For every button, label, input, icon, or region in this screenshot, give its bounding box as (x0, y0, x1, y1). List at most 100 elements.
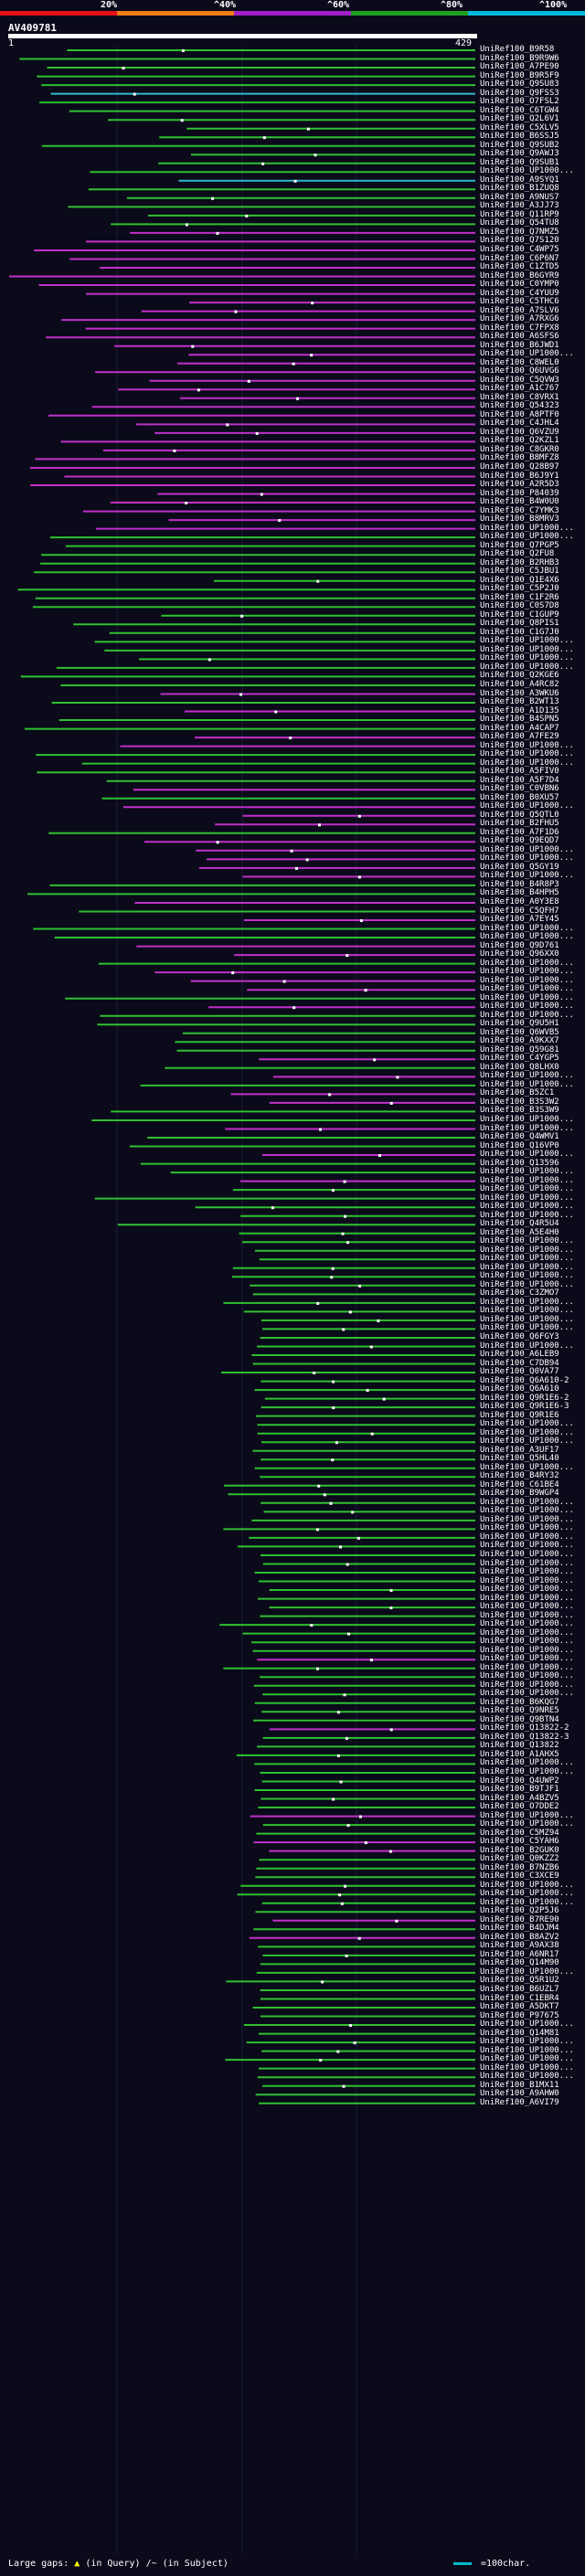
hit-label[interactable]: UniRef100_A7EY45 (480, 915, 559, 924)
hit-label[interactable]: UniRef100_B8AZV2 (480, 1932, 559, 1942)
hit-label[interactable]: UniRef100_Q2L6V1 (480, 114, 559, 124)
hit-label[interactable]: UniRef100_C8GKR0 (480, 444, 559, 454)
hit-label[interactable]: UniRef100_Q8PIS1 (480, 619, 559, 629)
hit-label[interactable]: UniRef100_C5YAH6 (480, 1837, 559, 1847)
hit-label[interactable]: UniRef100_A5DKT7 (480, 2002, 559, 2011)
hit-label[interactable]: UniRef100_B2WT13 (480, 697, 559, 706)
hit-label[interactable]: UniRef100_UP1000... (480, 1558, 574, 1568)
hit-label[interactable]: UniRef100_Q9R1E6-3 (480, 1402, 569, 1412)
hit-label[interactable]: UniRef100_Q9AWJ3 (480, 149, 559, 159)
hit-label[interactable]: UniRef100_B1ZUQ8 (480, 184, 559, 194)
hit-label[interactable]: UniRef100_Q16VP0 (480, 1140, 559, 1150)
hit-label[interactable]: UniRef100_Q6UVG6 (480, 366, 559, 376)
hit-label[interactable]: UniRef100_C0VBN6 (480, 784, 559, 794)
hit-label[interactable]: UniRef100_UP1000... (480, 932, 574, 941)
hit-label[interactable]: UniRef100_A3UF17 (480, 1445, 559, 1455)
hit-label[interactable]: UniRef100_Q13596 (480, 1158, 559, 1168)
hit-label[interactable]: UniRef100_B3S3W9 (480, 1106, 559, 1116)
hit-label[interactable]: UniRef100_UP1000... (480, 1010, 574, 1020)
hit-label[interactable]: UniRef100_UP1000... (480, 523, 574, 533)
hit-label[interactable]: UniRef100_UP1000... (480, 1115, 574, 1124)
hit-label[interactable]: UniRef100_Q2KZL1 (480, 436, 559, 446)
hit-label[interactable]: UniRef100_UP1000... (480, 166, 574, 176)
hit-label[interactable]: UniRef100_A9AHW0 (480, 2089, 559, 2099)
hit-label[interactable]: UniRef100_UP1000... (480, 2054, 574, 2064)
hit-label[interactable]: UniRef100_B1MX11 (480, 2080, 559, 2090)
hit-label[interactable]: UniRef100_UP1000... (480, 1610, 574, 1620)
hit-label[interactable]: UniRef100_UP1000... (480, 2072, 574, 2082)
hit-label[interactable]: UniRef100_Q11RP9 (480, 209, 559, 219)
hit-label[interactable]: UniRef100_B6JWD1 (480, 340, 559, 350)
hit-label[interactable]: UniRef100_A6VI79 (480, 2097, 559, 2107)
hit-label[interactable]: UniRef100_UP1000... (480, 984, 574, 994)
hit-label[interactable]: UniRef100_O7FSL2 (480, 97, 559, 107)
hit-label[interactable]: UniRef100_A7F1D6 (480, 827, 559, 837)
hit-label[interactable]: UniRef100_A6SFS6 (480, 332, 559, 342)
hit-label[interactable]: UniRef100_B5ZC1 (480, 1088, 555, 1098)
hit-label[interactable]: UniRef100_Q96XX0 (480, 949, 559, 959)
hit-label[interactable]: UniRef100_UP1000... (480, 1306, 574, 1316)
hit-label[interactable]: UniRef100_UP1000... (480, 1671, 574, 1681)
hit-label[interactable]: UniRef100_A5FIV0 (480, 767, 559, 777)
hit-label[interactable]: UniRef100_UP1000... (480, 662, 574, 672)
hit-label[interactable]: UniRef100_Q5R1U2 (480, 1976, 559, 1986)
hit-label[interactable]: UniRef100_C61BE4 (480, 1479, 559, 1489)
hit-label[interactable]: UniRef100_B4RY32 (480, 1471, 559, 1481)
hit-label[interactable]: UniRef100_UP1000... (480, 1262, 574, 1272)
hit-label[interactable]: UniRef100_Q0VA77 (480, 1367, 559, 1376)
hit-label[interactable]: UniRef100_A0Y3E8 (480, 897, 559, 906)
hit-label[interactable]: UniRef100_P97675 (480, 2010, 559, 2020)
hit-label[interactable]: UniRef100_Q9D761 (480, 940, 559, 950)
hit-label[interactable]: UniRef100_Q13822 (480, 1741, 559, 1751)
hit-label[interactable]: UniRef100_C1G7J0 (480, 627, 559, 637)
hit-label[interactable]: UniRef100_UP1000... (480, 1602, 574, 1612)
hit-label[interactable]: UniRef100_B8MRV3 (480, 514, 559, 525)
hit-label[interactable]: UniRef100_Q9R1E6-2 (480, 1393, 569, 1403)
hit-label[interactable]: UniRef100_UP1000... (480, 1541, 574, 1551)
hit-label[interactable]: UniRef100_UP1000... (480, 1271, 574, 1281)
hit-label[interactable]: UniRef100_UP1000... (480, 1071, 574, 1081)
hit-label[interactable]: UniRef100_UP1000... (480, 2019, 574, 2029)
hit-label[interactable]: UniRef100_UP1000... (480, 853, 574, 864)
hit-label[interactable]: UniRef100_UP1000... (480, 1184, 574, 1194)
hit-label[interactable]: UniRef100_C4YGP5 (480, 1054, 559, 1064)
hit-label[interactable]: UniRef100_B4R8P3 (480, 879, 559, 889)
hit-label[interactable]: UniRef100_UP1000... (480, 653, 574, 663)
hit-label[interactable]: UniRef100_UP1000... (480, 1341, 574, 1351)
hit-label[interactable]: UniRef100_Q9EQD7 (480, 836, 559, 846)
hit-label[interactable]: UniRef100_UP1000... (480, 1585, 574, 1594)
hit-label[interactable]: UniRef100_UP1000... (480, 740, 574, 750)
hit-label[interactable]: UniRef100_UP1000... (480, 2037, 574, 2047)
hit-label[interactable]: UniRef100_UP1000... (480, 1436, 574, 1447)
hit-label[interactable]: UniRef100_UP1000... (480, 1314, 574, 1324)
hit-label[interactable]: UniRef100_Q5QTL0 (480, 810, 559, 820)
hit-label[interactable]: UniRef100_UP1000... (480, 1680, 574, 1690)
hit-label[interactable]: UniRef100_C5JBU1 (480, 567, 559, 577)
hit-label[interactable]: UniRef100_UP1000... (480, 1245, 574, 1255)
hit-label[interactable]: UniRef100_UP1000... (480, 1767, 574, 1776)
hit-label[interactable]: UniRef100_C3XCE9 (480, 1871, 559, 1882)
hit-label[interactable]: UniRef100_UP1000... (480, 1627, 574, 1638)
hit-label[interactable]: UniRef100_A9SYQ1 (480, 175, 559, 185)
hit-label[interactable]: UniRef100_UP1000... (480, 1514, 574, 1524)
hit-label[interactable]: UniRef100_C7DB94 (480, 1358, 559, 1368)
hit-label[interactable]: UniRef100_B9TJF1 (480, 1785, 559, 1794)
hit-label[interactable]: UniRef100_UP1000... (480, 1079, 574, 1089)
hit-label[interactable]: UniRef100_Q59G81 (480, 1044, 559, 1055)
hit-label[interactable]: UniRef100_UP1000... (480, 2045, 574, 2055)
hit-label[interactable]: UniRef100_B6SSJ5 (480, 132, 559, 142)
hit-label[interactable]: UniRef100_UP1000... (480, 1966, 574, 1977)
hit-label[interactable]: UniRef100_UP1000... (480, 1810, 574, 1820)
hit-label[interactable]: UniRef100_UP1000... (480, 1689, 574, 1699)
hit-label[interactable]: UniRef100_A1D135 (480, 705, 559, 716)
hit-label[interactable]: UniRef100_UP1000... (480, 1123, 574, 1133)
hit-label[interactable]: UniRef100_UP1000... (480, 1523, 574, 1533)
hit-label[interactable]: UniRef100_A3WKU6 (480, 688, 559, 698)
hit-label[interactable]: UniRef100_Q14M90 (480, 1958, 559, 1968)
hit-label[interactable]: UniRef100_Q0KZZ2 (480, 1854, 559, 1864)
hit-label[interactable]: UniRef100_C1GUP9 (480, 610, 559, 620)
hit-label[interactable]: UniRef100_A8PTF0 (480, 409, 559, 419)
hit-label[interactable]: UniRef100_A9KXX7 (480, 1036, 559, 1046)
hit-label[interactable]: UniRef100_Q6VZU9 (480, 427, 559, 437)
hit-label[interactable]: UniRef100_Q6A610-2 (480, 1375, 569, 1385)
